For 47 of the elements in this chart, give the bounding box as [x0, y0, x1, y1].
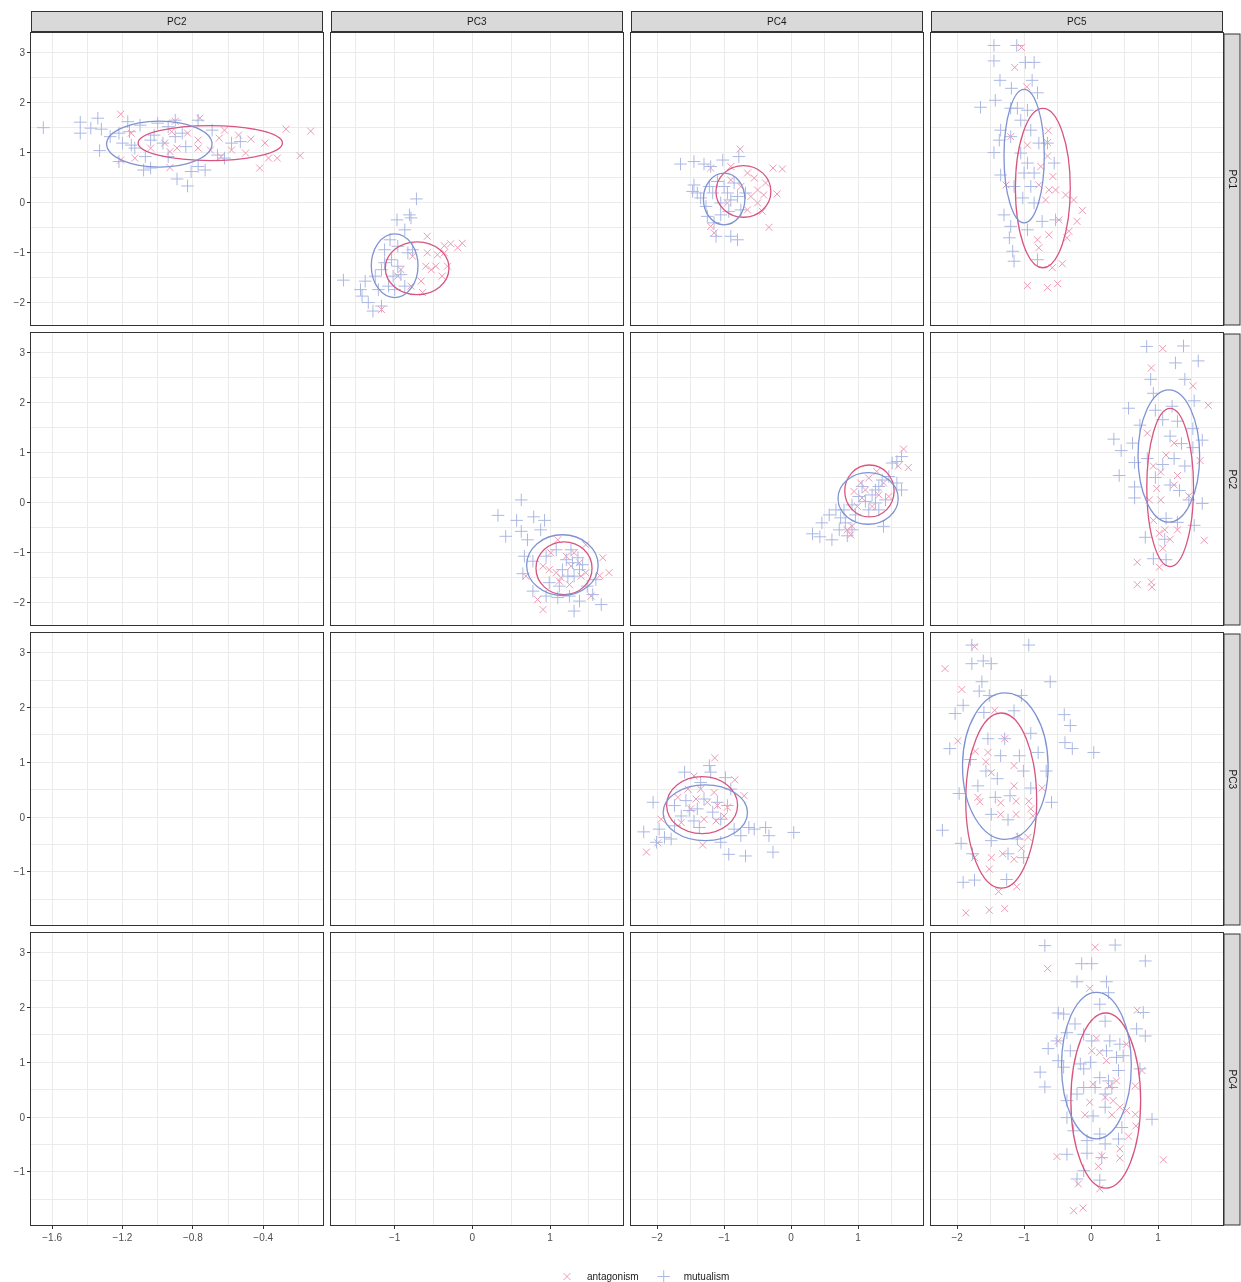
y-tick-label: 1	[19, 756, 26, 768]
x-tick-label: 0	[1088, 1232, 1095, 1243]
y-tick-label: −1	[13, 1166, 26, 1178]
y-tick-label: −1	[13, 546, 26, 558]
y-tick-label: 0	[19, 196, 26, 208]
y-tick-label: 0	[19, 811, 26, 823]
y-tick-label: 1	[19, 447, 26, 459]
y-axis-title: PC1	[1226, 169, 1238, 190]
y-tick-label: 0	[19, 496, 26, 508]
x-tick-label: −1	[1018, 1232, 1031, 1243]
x-tick-label: −1	[718, 1232, 731, 1243]
x-tick-label: −1.2	[112, 1232, 133, 1243]
legend-label: antagonism	[587, 1271, 639, 1282]
x-tick-label: 1	[547, 1232, 554, 1243]
chart-title: PC5	[1067, 16, 1087, 27]
x-tick-label: −1	[388, 1232, 401, 1243]
y-tick-label: 2	[19, 702, 26, 714]
x-tick-label: −1.6	[42, 1232, 63, 1243]
y-tick-label: 0	[19, 1111, 26, 1123]
y-tick-label: 3	[19, 347, 26, 359]
y-tick-label: 3	[19, 47, 26, 59]
y-axis-title: PC4	[1226, 1069, 1238, 1090]
x-tick-label: 0	[788, 1232, 795, 1243]
x-tick-label: −0.4	[253, 1232, 274, 1243]
x-tick-label: −0.8	[182, 1232, 204, 1243]
x-tick-label: −2	[651, 1232, 664, 1243]
y-tick-label: 1	[19, 147, 26, 159]
chart-title: PC3	[467, 16, 487, 27]
x-tick-label: 1	[1155, 1232, 1162, 1243]
y-axis-title: PC3	[1226, 769, 1238, 790]
y-tick-label: −1	[13, 246, 26, 258]
y-tick-label: −2	[13, 296, 26, 308]
x-tick-label: −2	[951, 1232, 964, 1243]
y-tick-label: 3	[19, 947, 26, 959]
chart-title: PC4	[767, 16, 787, 27]
y-tick-label: −2	[13, 596, 26, 608]
y-tick-label: 3	[19, 647, 26, 659]
y-tick-label: −1	[13, 866, 26, 878]
y-tick-label: 2	[19, 1002, 26, 1014]
x-tick-label: 1	[855, 1232, 862, 1243]
y-tick-label: 1	[19, 1056, 26, 1068]
legend-label: mutualism	[683, 1271, 730, 1282]
chart-title: PC2	[167, 16, 187, 27]
y-tick-label: 2	[19, 97, 26, 109]
y-tick-label: 2	[19, 397, 26, 409]
y-axis-title: PC2	[1226, 469, 1238, 490]
x-tick-label: 0	[469, 1232, 476, 1243]
